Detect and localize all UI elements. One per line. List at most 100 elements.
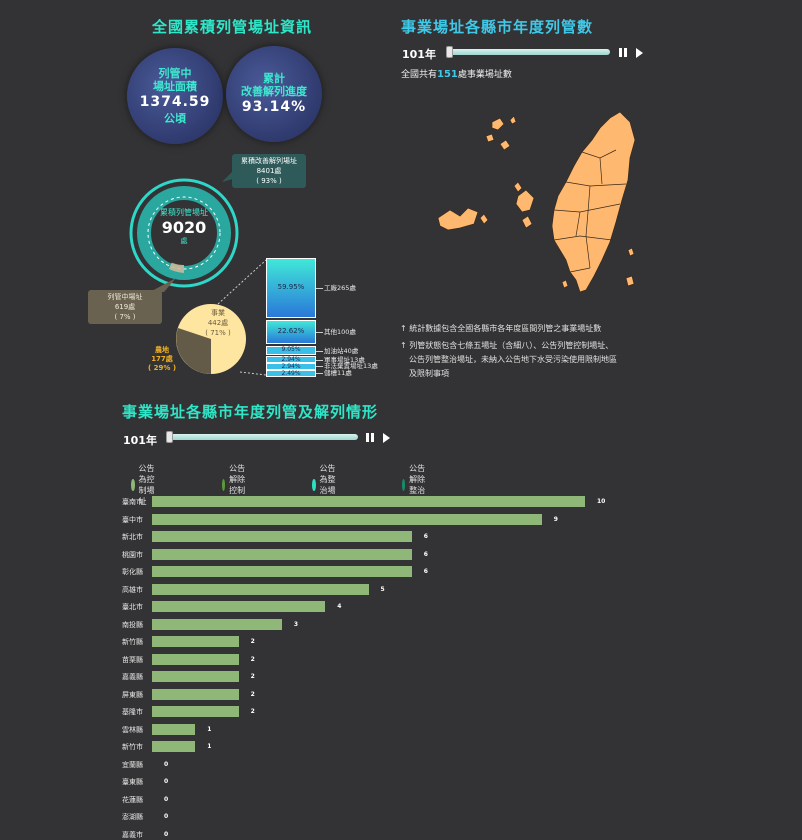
map-kinmen[interactable] xyxy=(437,207,479,231)
map-green-island[interactable] xyxy=(627,247,635,257)
map-play-button[interactable] xyxy=(636,48,643,58)
left-panel-title: 全國累積列管場址資訊 xyxy=(152,18,313,36)
area-bubble: 列管中 場址面積 1374.59 公頃 xyxy=(127,48,223,144)
bar-value-label: 2 xyxy=(250,673,255,680)
pie-farmland-slice xyxy=(176,328,211,374)
bar-category-label: 屏東縣 xyxy=(122,690,143,699)
bar-category-label: 臺南市 xyxy=(122,498,143,506)
chart-year-slider[interactable] xyxy=(166,434,358,440)
bar-category-label: 彰化縣 xyxy=(122,568,143,576)
right-panel-title: 事業場址各縣市年度列管數 xyxy=(401,18,594,36)
bar[interactable] xyxy=(152,513,542,525)
bar-value-label: 5 xyxy=(380,585,385,593)
stack-label-tick xyxy=(316,373,323,374)
bar[interactable] xyxy=(152,741,196,752)
callout-listed-pointer xyxy=(150,278,176,292)
stack-segment-pct: 59.95% xyxy=(277,283,305,291)
bar-category-label: 花蓮縣 xyxy=(122,795,143,804)
chart-pause-button[interactable] xyxy=(366,433,374,442)
bar[interactable] xyxy=(152,706,239,717)
bar-value-label: 2 xyxy=(250,638,255,645)
bar[interactable] xyxy=(152,688,239,700)
bar-value-label: 9 xyxy=(553,515,558,523)
bar[interactable] xyxy=(152,566,412,577)
stack-segment-pct: 2.49% xyxy=(281,370,301,377)
bar-category-label: 高雄市 xyxy=(122,585,143,594)
bar[interactable] xyxy=(152,531,412,542)
bar-category-label: 臺東縣 xyxy=(122,778,143,786)
map-penghu[interactable] xyxy=(515,189,535,213)
map-notes: ↑ 統計數據包含全國各縣市各年度區間列管之事業場址數 ↑ 列管狀態包含七條五場址… xyxy=(400,322,617,381)
pie-farmland-l3: ( 29% ) xyxy=(147,364,177,372)
stack-label: 軍事場址13處 xyxy=(324,356,365,364)
map-year-label: 101年 xyxy=(402,48,436,61)
rate-value: 93.14% xyxy=(241,99,307,115)
stack-label: 加油站40處 xyxy=(324,347,359,355)
legend-label: 公告為控制場址 xyxy=(138,464,155,506)
chart-year-slider-handle[interactable] xyxy=(166,431,173,443)
chart-play-button[interactable] xyxy=(383,433,390,443)
stack-segment-3[interactable] xyxy=(266,356,316,363)
bar-category-label: 嘉義縣 xyxy=(122,673,143,681)
bar[interactable] xyxy=(152,636,239,647)
arrow-up-icon: ↑ xyxy=(400,341,407,350)
legend-swatch xyxy=(402,479,406,491)
map-summary-prefix: 全國共有 xyxy=(401,70,438,80)
bar[interactable] xyxy=(152,653,239,665)
map-year-slider[interactable] xyxy=(446,49,610,55)
bar-category-label: 臺北市 xyxy=(122,603,143,611)
stack-segment-pct: 2.94% xyxy=(281,356,301,363)
stack-segment-4[interactable] xyxy=(266,363,316,370)
bar[interactable] xyxy=(152,583,369,595)
bar-category-label: 基隆市 xyxy=(122,708,143,716)
stack-label: 非法棄置場址13處 xyxy=(324,362,378,370)
bar-value-label: 6 xyxy=(423,568,428,575)
bar[interactable] xyxy=(152,671,239,682)
stack-segment-0[interactable] xyxy=(266,258,316,318)
rate-bubble: 累計 改善解列進度 93.14% xyxy=(226,46,322,142)
ring-value: 9020 xyxy=(161,217,207,237)
bar[interactable] xyxy=(152,601,326,612)
map-matsu[interactable] xyxy=(491,117,505,131)
map-summary-value: 151 xyxy=(437,69,458,80)
callout-listed: 列管中場址 619處 ( 7% ) xyxy=(88,290,162,324)
map-taiwan-main[interactable] xyxy=(551,111,636,293)
callout-listed-l3: ( 7% ) xyxy=(114,313,136,321)
bar[interactable] xyxy=(152,548,412,560)
stack-segment-1[interactable] xyxy=(266,320,316,344)
stack-segment-pct: 22.62% xyxy=(277,327,305,335)
pie-business-l2: 442處 xyxy=(207,319,229,327)
pie-farmland-label: 農地 177處 ( 29% ) xyxy=(146,346,178,373)
stack-segment-5[interactable] xyxy=(266,370,316,377)
callout-released: 累積改善解列場址 8401處 ( 93% ) xyxy=(232,154,306,188)
bar-category-label: 桃園市 xyxy=(122,550,143,559)
stack-label: 工廠265處 xyxy=(324,284,356,292)
bar[interactable] xyxy=(152,618,282,630)
bar-value-label: 0 xyxy=(164,778,169,785)
stack-label-tick xyxy=(316,366,323,367)
pie-chart xyxy=(176,304,246,374)
map-note-3: 公告列管整治場址，未納入公告地下水受污染使用限制地區 xyxy=(409,355,617,364)
callout-released-l3: ( 93% ) xyxy=(256,177,282,185)
taiwan-map[interactable] xyxy=(430,100,640,300)
map-note-4: 及限制事項 xyxy=(409,369,449,378)
stack-label-tick xyxy=(316,288,323,289)
arrow-up-icon: ↑ xyxy=(400,324,407,333)
legend-item[interactable]: 公告為控制場址 xyxy=(131,463,155,507)
pie-farmland-l1: 農地 xyxy=(155,346,169,354)
stack-label-tick xyxy=(316,360,323,361)
bar-value-label: 2 xyxy=(250,655,255,663)
ring-unit: 處 xyxy=(180,236,188,245)
bar-value-label: 6 xyxy=(423,550,428,558)
bar[interactable] xyxy=(152,723,196,735)
bar-category-label: 新北市 xyxy=(122,533,143,541)
map-pause-button[interactable] xyxy=(619,48,627,57)
stack-segment-2[interactable] xyxy=(266,346,316,355)
legend-swatch xyxy=(222,479,226,491)
bar[interactable] xyxy=(152,496,585,507)
ring-center: 累積列管場址 9020 處 xyxy=(146,208,222,245)
map-orchid-island[interactable] xyxy=(625,275,635,287)
map-year-slider-handle[interactable] xyxy=(446,46,453,58)
callout-released-l1: 累積改善解列場址 xyxy=(241,157,297,165)
stack-segment-pct: 2.94% xyxy=(281,363,301,370)
